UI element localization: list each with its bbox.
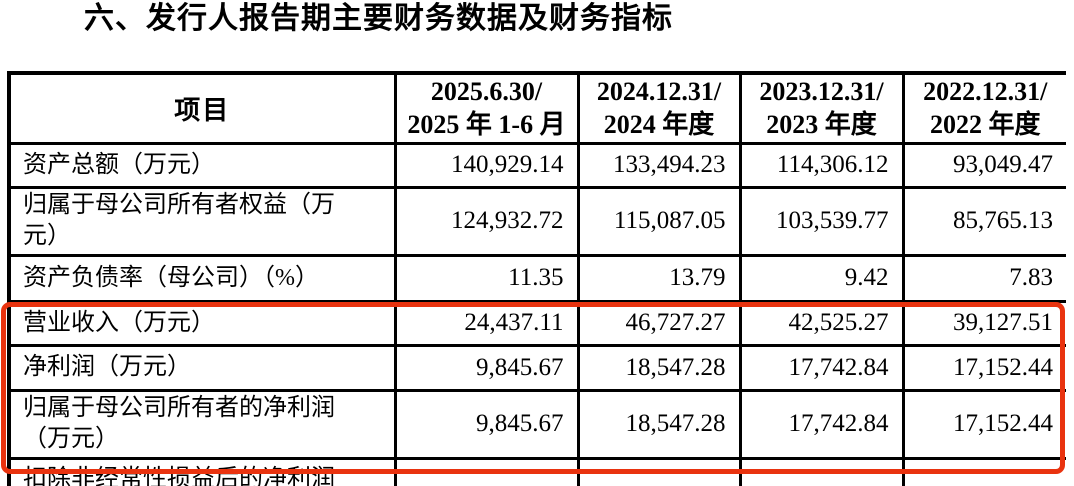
column-header-period-2023: 2023.12.31/ 2023 年度: [738, 71, 905, 145]
value-cell: 39,127.51: [901, 299, 1066, 347]
row-label: 归属于母公司所有者权益（万元）: [7, 185, 397, 257]
value-cell: 124,932.72: [393, 185, 580, 257]
period-range: 2023 年度: [766, 110, 877, 140]
table-header-row: 项目 2025.6.30/ 2025 年 1-6 月 2024.12.31/ 2…: [7, 71, 1066, 145]
value-cell: 115,087.05: [576, 185, 742, 257]
value-cell: 9,845.67: [393, 343, 580, 392]
row-label: 营业收入（万元）: [7, 299, 397, 347]
column-header-period-2022: 2022.12.31/ 2022 年度: [901, 71, 1066, 145]
table-row-net-profit: 净利润（万元） 9,845.67 18,547.28 17,742.84 17,…: [7, 343, 1066, 392]
period-date: 2024.12.31/: [596, 77, 722, 107]
value-cell: 133,494.23: [576, 141, 742, 189]
period-date: 2023.12.31/: [759, 77, 884, 107]
table-row-total-assets: 资产总额（万元） 140,929.14 133,494.23 114,306.1…: [7, 141, 1066, 189]
table-row-partial-clipped: 扣除非经常性损益后的净利润（万元）: [7, 456, 1066, 486]
table-row-debt-ratio: 资产负债率（母公司）（%） 11.35 13.79 9.42 7.83: [7, 253, 1066, 303]
row-label: 资产总额（万元）: [7, 141, 397, 189]
financial-data-table-container: 项目 2025.6.30/ 2025 年 1-6 月 2024.12.31/ 2…: [7, 71, 1066, 486]
period-range: 2025 年 1-6 月: [407, 110, 566, 140]
row-label: 资产负债率（母公司）（%）: [7, 253, 397, 303]
value-cell: [901, 456, 1066, 486]
value-cell: 17,742.84: [738, 343, 905, 392]
value-cell: 18,547.28: [576, 388, 742, 460]
period-date: 2025.6.30/: [430, 77, 543, 107]
value-cell: 11.35: [393, 253, 580, 303]
table-row-parent-equity: 归属于母公司所有者权益（万元） 124,932.72 115,087.05 10…: [7, 185, 1066, 257]
row-label: 扣除非经常性损益后的净利润（万元）: [7, 456, 397, 486]
row-label: 净利润（万元）: [7, 343, 397, 392]
period-range: 2024 年度: [603, 110, 715, 140]
value-cell: 140,929.14: [393, 141, 580, 189]
value-cell: 13.79: [576, 253, 742, 303]
table-row-operating-revenue: 营业收入（万元） 24,437.11 46,727.27 42,525.27 3…: [7, 299, 1066, 347]
value-cell: 7.83: [901, 253, 1066, 303]
value-cell: 103,539.77: [738, 185, 905, 257]
value-cell: 114,306.12: [738, 141, 905, 189]
table-row-parent-net-profit: 归属于母公司所有者的净利润（万元） 9,845.67 18,547.28 17,…: [7, 388, 1066, 460]
column-header-item: 项目: [7, 71, 397, 145]
value-cell: 85,765.13: [901, 185, 1066, 257]
value-cell: [576, 456, 742, 486]
period-range: 2022 年度: [929, 110, 1041, 140]
value-cell: 42,525.27: [738, 299, 905, 347]
section-title: 六、发行人报告期主要财务数据及财务指标: [84, 2, 673, 35]
value-cell: 9.42: [738, 253, 905, 303]
row-label: 归属于母公司所有者的净利润（万元）: [7, 388, 397, 460]
value-cell: 18,547.28: [576, 343, 742, 392]
value-cell: 24,437.11: [393, 299, 580, 347]
value-cell: 46,727.27: [576, 299, 742, 347]
value-cell: 17,152.44: [901, 343, 1066, 392]
column-header-period-2024: 2024.12.31/ 2024 年度: [576, 71, 742, 145]
column-header-period-2025: 2025.6.30/ 2025 年 1-6 月: [393, 71, 580, 145]
value-cell: 9,845.67: [393, 388, 580, 460]
financial-data-table: 项目 2025.6.30/ 2025 年 1-6 月 2024.12.31/ 2…: [7, 71, 1066, 486]
value-cell: 93,049.47: [901, 141, 1066, 189]
value-cell: [393, 456, 580, 486]
value-cell: [738, 456, 905, 486]
value-cell: 17,742.84: [738, 388, 905, 460]
period-date: 2022.12.31/: [923, 77, 1048, 107]
value-cell: 17,152.44: [901, 388, 1066, 460]
